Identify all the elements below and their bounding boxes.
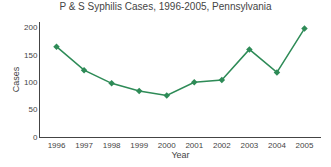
svg-text:2002: 2002 xyxy=(213,141,231,150)
svg-text:2004: 2004 xyxy=(268,141,286,150)
svg-text:200: 200 xyxy=(24,23,38,32)
svg-text:2000: 2000 xyxy=(158,141,176,150)
svg-text:2003: 2003 xyxy=(240,141,258,150)
svg-text:Year: Year xyxy=(171,150,189,160)
svg-text:2001: 2001 xyxy=(185,141,203,150)
svg-text:1998: 1998 xyxy=(103,141,121,150)
svg-text:Cases: Cases xyxy=(11,66,21,92)
svg-text:1999: 1999 xyxy=(130,141,148,150)
svg-text:1997: 1997 xyxy=(75,141,93,150)
svg-text:100: 100 xyxy=(24,78,38,87)
svg-text:150: 150 xyxy=(24,51,38,60)
svg-text:1996: 1996 xyxy=(48,141,66,150)
svg-text:0: 0 xyxy=(33,133,38,142)
svg-text:2005: 2005 xyxy=(296,141,314,150)
svg-text:50: 50 xyxy=(28,105,37,114)
svg-text:P & S Syphilis Cases, 1996-200: P & S Syphilis Cases, 1996-2005, Pennsyl… xyxy=(59,1,272,12)
